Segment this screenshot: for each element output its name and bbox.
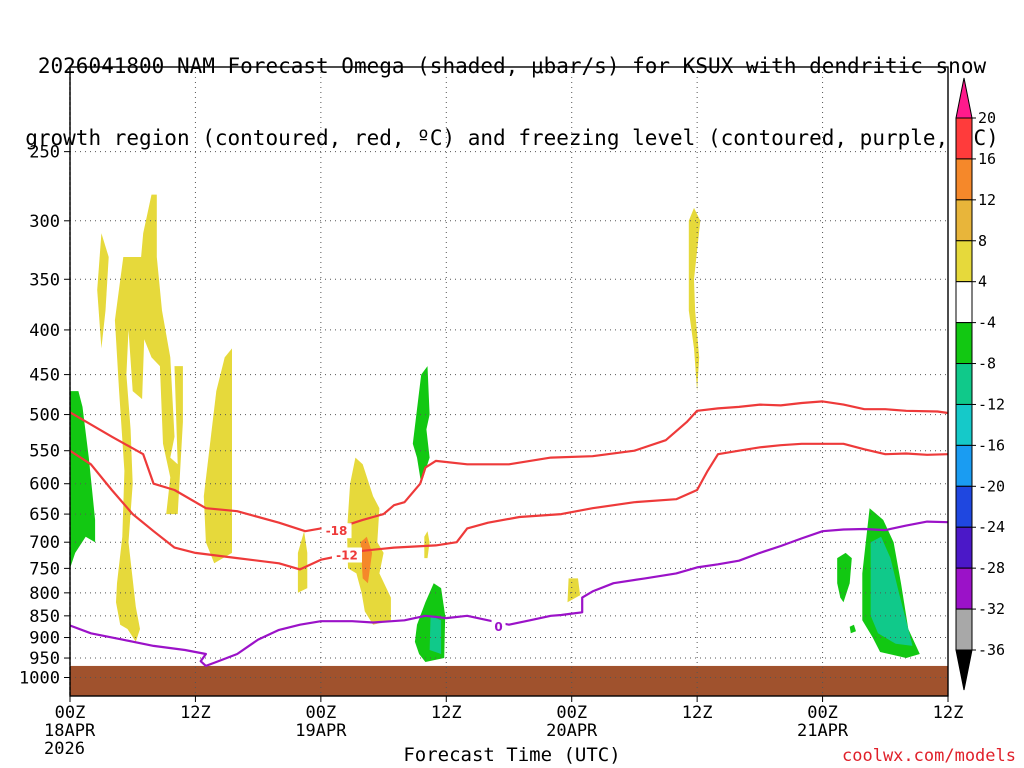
y-tick-label-450: 450: [29, 366, 60, 386]
colorbar-segment-6: [955, 363, 973, 405]
x-axis-title: Forecast Time (UTC): [403, 744, 621, 766]
frame-rect: [69, 66, 949, 697]
omega-region-7: [567, 578, 581, 603]
contour-label-1: -12: [336, 549, 358, 563]
colorbar-segment-2: [955, 199, 973, 242]
y-tick-label-650: 650: [29, 505, 60, 525]
contour-label-2: 0: [494, 620, 502, 634]
colorbar-segment-7: [955, 403, 973, 446]
x-tick-label-24-0: 00Z: [305, 703, 336, 723]
y-tick-label-950: 950: [29, 649, 60, 669]
omega-region-15: [870, 536, 913, 646]
y-tick-label-750: 750: [29, 559, 60, 579]
y-tick-label-600: 600: [29, 475, 60, 495]
omega-region-9: [70, 391, 96, 569]
terrain-layer: [70, 665, 948, 696]
contour-line-1: [69, 442, 949, 571]
omega-region-8: [688, 207, 701, 392]
colorbar-label-12: -32: [978, 600, 1005, 618]
contour-label-bg-0: [321, 523, 352, 539]
x-tick-label-72-1: 21APR: [797, 721, 849, 741]
omega-region-2: [203, 348, 232, 564]
colorbar-top-arrow: [955, 77, 973, 119]
y-tick-label-800: 800: [29, 584, 60, 604]
y-tick-label-500: 500: [29, 406, 60, 426]
omega-region-1: [114, 194, 183, 642]
colorbar-label-2: 12: [978, 191, 996, 209]
colorbar-label-9: -20: [978, 477, 1005, 495]
omega-region-10: [412, 366, 430, 484]
grid-layer: [70, 67, 948, 696]
colorbar-segment-9: [955, 485, 973, 528]
x-tick-label-0-1: 18APR: [44, 721, 96, 741]
colorbar-label-11: -28: [978, 559, 1005, 577]
colorbar-segment-11: [955, 567, 973, 610]
y-tick-label-1000: 1000: [19, 668, 60, 688]
contour-label-bg-1: [331, 547, 362, 563]
y-axis: 2503003504004505005506006507007508008509…: [19, 143, 70, 688]
x-tick-label-0-0: 00Z: [55, 703, 86, 723]
y-tick-label-350: 350: [29, 270, 60, 290]
omega-region-13: [837, 552, 852, 603]
colorbar-segment-8: [955, 444, 973, 487]
omega-region-5: [360, 536, 373, 584]
colorbar-label-0: 20: [978, 109, 996, 127]
chart-title: 2026041800 NAM Forecast Omega (shaded, μ…: [0, 6, 1024, 174]
colorbar-label-5: -4: [978, 314, 996, 332]
x-tick-label-24-1: 19APR: [295, 721, 347, 741]
terrain-band: [70, 665, 948, 696]
x-tick-label-72-0: 00Z: [807, 703, 838, 723]
colorbar-bottom-arrow: [955, 649, 973, 691]
colorbar-label-13: -36: [978, 641, 1005, 659]
y-tick-label-250: 250: [29, 143, 60, 163]
omega-region-12: [429, 615, 442, 654]
colorbar-segment-0: [955, 117, 973, 160]
colorbar-segment-10: [955, 526, 973, 569]
omega-region-0: [97, 233, 109, 349]
omega-region-16: [849, 624, 856, 634]
colorbar-label-3: 8: [978, 232, 987, 250]
contour-label-0: -18: [326, 524, 348, 538]
colorbar: 20 16 12 8 4 -4 -8 -12 -16 -20 -24 -28 -32 -36: [955, 77, 1005, 691]
colorbar-segment-3: [955, 240, 973, 283]
y-tick-label-700: 700: [29, 533, 60, 553]
x-tick-label-12-0: 12Z: [180, 703, 211, 723]
colorbar-label-6: -8: [978, 355, 996, 373]
omega-region-6: [424, 531, 430, 559]
x-tick-label-48-1: 20APR: [546, 721, 598, 741]
y-tick-label-850: 850: [29, 607, 60, 627]
y-tick-label-900: 900: [29, 629, 60, 649]
x-tick-label-36-0: 12Z: [431, 703, 462, 723]
omega-region-4: [347, 457, 391, 625]
omega-region-3: [297, 531, 308, 593]
contour-line-2: [69, 520, 949, 667]
colorbar-label-1: 16: [978, 150, 996, 168]
credit-link[interactable]: coolwx.com/models: [842, 746, 1016, 766]
colorbar-segment-4: [955, 281, 973, 324]
colorbar-label-10: -24: [978, 518, 1005, 536]
y-tick-label-300: 300: [29, 212, 60, 232]
contour-line-0: [69, 400, 949, 533]
chart-title-line-2: growth region (contoured, red, ºC) and f…: [25, 126, 999, 150]
colorbar-segment-5: [955, 322, 973, 365]
x-tick-label-60-0: 12Z: [682, 703, 713, 723]
chart-title-line-1: 2026041800 NAM Forecast Omega (shaded, μ…: [37, 54, 987, 78]
x-tick-label-48-0: 00Z: [556, 703, 587, 723]
y-tick-label-400: 400: [29, 321, 60, 341]
colorbar-label-7: -12: [978, 395, 1005, 413]
y-tick-label-550: 550: [29, 442, 60, 462]
colorbar-label-4: 4: [978, 273, 987, 291]
colorbar-segment-12: [955, 608, 973, 651]
plot-frame: [69, 66, 949, 697]
x-tick-label-84-0: 12Z: [933, 703, 964, 723]
colorbar-segment-1: [955, 158, 973, 201]
contour-layer: -18 -12 0: [69, 400, 949, 667]
x-tick-label-0-2: 2026: [44, 739, 85, 759]
colorbar-label-8: -16: [978, 436, 1005, 454]
omega-shading-layer: [70, 194, 920, 662]
contour-label-bg-2: [491, 618, 506, 634]
